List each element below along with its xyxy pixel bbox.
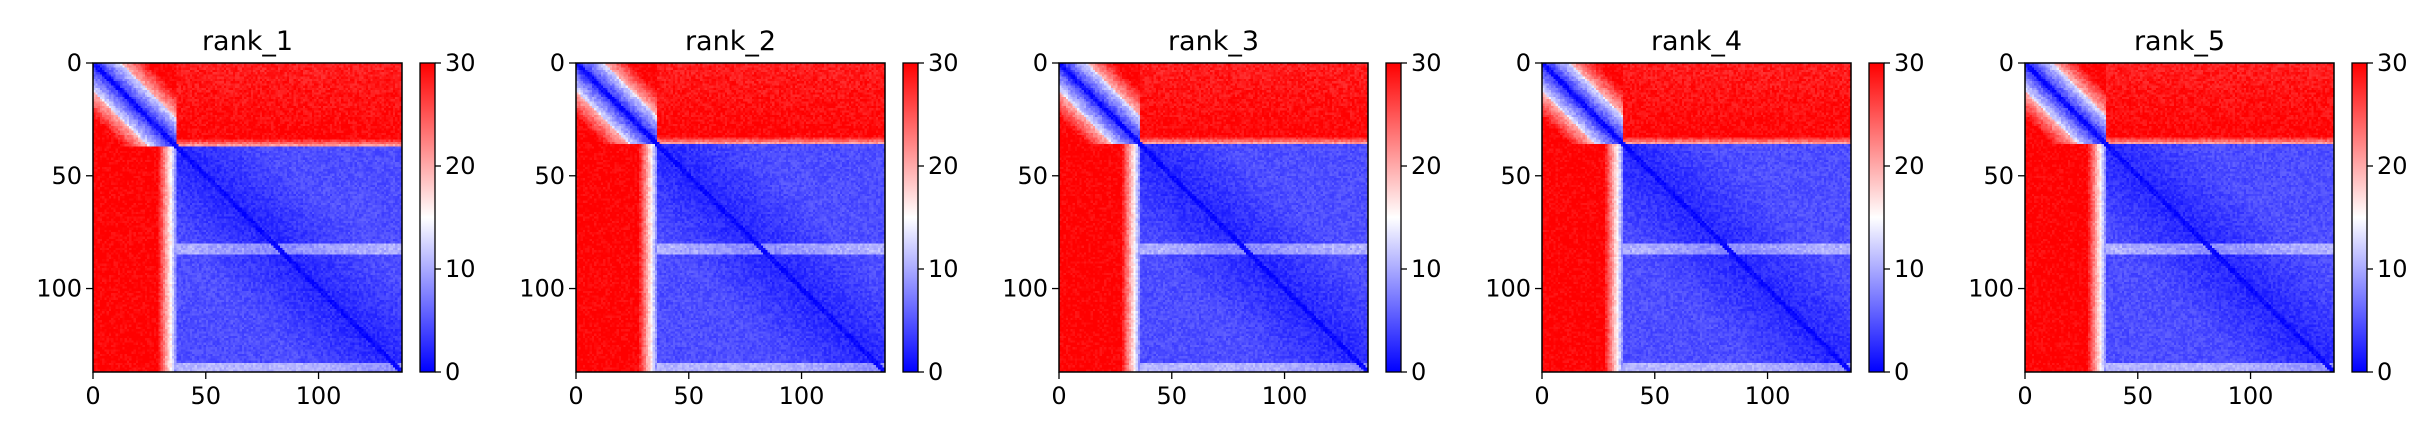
colorbar-tick-label: 0 — [928, 358, 943, 386]
y-tick-label: 0 — [1516, 49, 1531, 77]
axes-frame — [92, 62, 403, 373]
panel-title: rank_2 — [685, 26, 776, 57]
y-tick-label: 100 — [1002, 275, 1048, 303]
colorbar-tick-label: 30 — [2377, 49, 2408, 77]
x-tick-label: 100 — [2228, 382, 2274, 410]
colorbar-tick-label: 30 — [928, 49, 959, 77]
pae-panel-5: rank_5 0 50 100 0 50 100 0 10 20 30 — [1968, 26, 2407, 410]
x-tick-label: 100 — [296, 382, 342, 410]
colorbar-tick-label: 20 — [1894, 152, 1925, 180]
axes-frame — [1541, 62, 1852, 373]
x-tick-label: 50 — [674, 382, 705, 410]
colorbar-tick-label: 10 — [2377, 255, 2408, 283]
panel-title: rank_1 — [202, 26, 293, 57]
colorbar-tick-label: 0 — [1411, 358, 1426, 386]
colorbar-tick-label: 20 — [2377, 152, 2408, 180]
x-tick-label: 50 — [1640, 382, 1671, 410]
panel-title: rank_5 — [2134, 26, 2225, 57]
x-tick-label: 100 — [1745, 382, 1791, 410]
colorbar — [419, 62, 436, 373]
colorbar — [902, 62, 919, 373]
colorbar — [1385, 62, 1402, 373]
colorbar-tick-label: 10 — [928, 255, 959, 283]
colorbar-tick-label: 10 — [1894, 255, 1925, 283]
y-tick-label: 0 — [1033, 49, 1048, 77]
x-tick-label: 0 — [1534, 382, 1549, 410]
y-tick-label: 100 — [519, 275, 565, 303]
pae-heatmap — [1542, 63, 1851, 372]
colorbar-tick-label: 10 — [1411, 255, 1442, 283]
y-tick-label: 50 — [51, 162, 82, 190]
pae-panel-2: rank_2 0 50 100 0 50 100 0 10 20 30 — [519, 26, 958, 410]
y-tick-label: 0 — [1999, 49, 2014, 77]
axes-frame — [575, 62, 886, 373]
colorbar-tick-label: 30 — [445, 49, 476, 77]
pae-heatmap — [576, 63, 885, 372]
x-tick-label: 0 — [568, 382, 583, 410]
y-tick-label: 0 — [67, 49, 82, 77]
colorbar — [2351, 62, 2368, 373]
colorbar-tick-label: 30 — [1894, 49, 1925, 77]
y-tick-label: 100 — [36, 275, 82, 303]
colorbar-tick-label: 0 — [2377, 358, 2392, 386]
panel-title: rank_3 — [1168, 26, 1259, 57]
x-tick-label: 50 — [2123, 382, 2154, 410]
pae-heatmap — [1059, 63, 1368, 372]
colorbar-tick-label: 10 — [445, 255, 476, 283]
colorbar-tick-label: 20 — [1411, 152, 1442, 180]
pae-heatmap — [93, 63, 402, 372]
y-tick-label: 50 — [1983, 162, 2014, 190]
pae-panel-4: rank_4 0 50 100 0 50 100 0 10 20 30 — [1485, 26, 1924, 410]
colorbar-tick-label: 20 — [445, 152, 476, 180]
x-tick-label: 50 — [191, 382, 222, 410]
colorbar — [1868, 62, 1885, 373]
x-tick-label: 0 — [1051, 382, 1066, 410]
y-tick-label: 50 — [1500, 162, 1531, 190]
x-tick-label: 100 — [1262, 382, 1308, 410]
pae-panel-3: rank_3 0 50 100 0 50 100 0 10 20 30 — [1002, 26, 1441, 410]
y-tick-label: 100 — [1968, 275, 2014, 303]
y-tick-label: 100 — [1485, 275, 1531, 303]
axes-frame — [2024, 62, 2335, 373]
x-tick-label: 0 — [2017, 382, 2032, 410]
x-tick-label: 100 — [779, 382, 825, 410]
x-tick-label: 50 — [1157, 382, 1188, 410]
y-tick-label: 50 — [1017, 162, 1048, 190]
panel-title: rank_4 — [1651, 26, 1742, 57]
colorbar-tick-label: 20 — [928, 152, 959, 180]
colorbar-tick-label: 0 — [1894, 358, 1909, 386]
axes-frame — [1058, 62, 1369, 373]
pae-panel-1: rank_1 0 50 100 0 50 100 0 10 20 30 — [36, 26, 475, 410]
y-tick-label: 50 — [534, 162, 565, 190]
colorbar-tick-label: 0 — [445, 358, 460, 386]
colorbar-tick-label: 30 — [1411, 49, 1442, 77]
pae-heatmap — [2025, 63, 2334, 372]
x-tick-label: 0 — [85, 382, 100, 410]
y-tick-label: 0 — [550, 49, 565, 77]
